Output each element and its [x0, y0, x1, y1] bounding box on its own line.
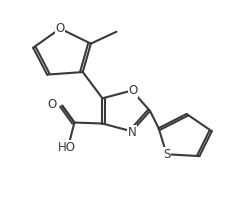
Text: O: O — [128, 84, 138, 97]
Text: O: O — [56, 22, 65, 35]
Text: HO: HO — [58, 141, 76, 154]
Text: O: O — [47, 98, 56, 111]
Text: N: N — [127, 126, 136, 139]
Text: S: S — [163, 148, 170, 161]
